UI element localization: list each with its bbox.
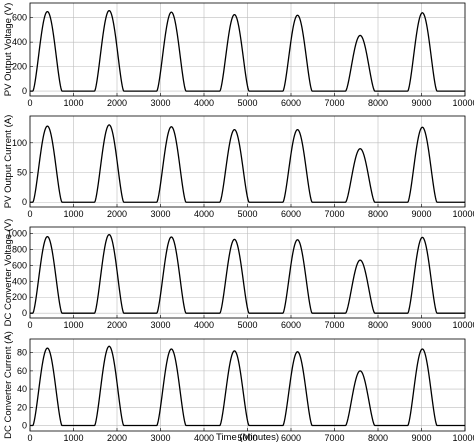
y-tick-label: 400 [12, 276, 27, 286]
series-line [29, 233, 466, 314]
plot-frame [29, 226, 466, 319]
y-tick-label: 40 [17, 384, 27, 394]
x-tick-label: 9000 [411, 209, 431, 219]
x-tick-label: 8000 [368, 433, 388, 442]
y-tick-label: 0 [22, 86, 27, 96]
x-tick-label: 2000 [107, 209, 127, 219]
x-tick-label: 7000 [324, 98, 344, 108]
x-tick-label: 2000 [107, 320, 127, 330]
plot-frame [29, 2, 466, 97]
x-tick-label: 5000 [237, 320, 257, 330]
y-tick-label: 400 [12, 37, 27, 47]
x-tick-label: 3000 [150, 320, 170, 330]
x-tick-label: 1000 [63, 433, 83, 442]
x-tick-label: 8000 [368, 98, 388, 108]
y-tick-label: 0 [22, 308, 27, 318]
panel-pv-output-current: 0 1000 2000 3000 4000 5000 6000 7000 8000 9000 100… [3, 115, 474, 219]
y-tick-label: 20 [17, 402, 27, 412]
x-tick-label: 0 [27, 433, 32, 442]
panel-dc-converter-voltage: 0 1000 2000 3000 4000 5000 6000 7000 8000 9000 100… [3, 219, 474, 330]
x-tick-label: 3000 [150, 209, 170, 219]
x-tick-label: 2000 [107, 433, 127, 442]
y-tick-label: 600 [12, 13, 27, 23]
x-tick-label: 5000 [237, 98, 257, 108]
x-tick-label: 7000 [324, 320, 344, 330]
plot-frame [29, 338, 466, 432]
y-tick-label: 80 [17, 348, 27, 358]
y-tick-label: 800 [12, 244, 27, 254]
y-tick-label: 1000 [7, 228, 27, 238]
x-tick-label: 4000 [194, 98, 214, 108]
y-axis-label: PV Output Current (A) [3, 115, 14, 208]
x-tick-label: 0 [27, 209, 32, 219]
y-tick-label: 200 [12, 62, 27, 72]
y-tick-label: 60 [17, 366, 27, 376]
x-tick-label: 4000 [194, 433, 214, 442]
y-axis-label: DC Converter Current (A) [3, 331, 14, 439]
y-tick-label: 0 [22, 421, 27, 431]
y-tick-label: 50 [17, 168, 27, 178]
x-tick-label: 6000 [281, 433, 301, 442]
x-tick-label: 0 [27, 98, 32, 108]
x-tick-label: 3000 [150, 98, 170, 108]
x-tick-label: 9000 [411, 433, 431, 442]
series-line [29, 345, 466, 427]
x-tick-label: 5000 [237, 433, 257, 442]
x-tick-label: 3000 [150, 433, 170, 442]
x-tick-label: 0 [27, 320, 32, 330]
y-axis-label: DC Converter Voltage (V) [3, 219, 14, 327]
series-line [29, 124, 466, 203]
panel-dc-converter-current: 0 1000 2000 3000 4000 5000 6000 7000 8000 9000 100… [3, 331, 474, 442]
x-tick-label: 5000 [237, 209, 257, 219]
plot-frame [29, 115, 466, 208]
x-tick-label: 8000 [368, 209, 388, 219]
y-tick-label: 600 [12, 260, 27, 270]
x-tick-label: 9000 [411, 98, 431, 108]
x-tick-label: 4000 [194, 320, 214, 330]
x-tick-label: 6000 [281, 98, 301, 108]
x-tick-label: 7000 [324, 433, 344, 442]
y-tick-label: 100 [12, 138, 27, 148]
x-tick-label: 4000 [194, 209, 214, 219]
y-axis-label: PV Output Voltage (V) [3, 3, 14, 96]
x-tick-label: 6000 [281, 209, 301, 219]
series-line [29, 9, 466, 92]
x-tick-label: 6000 [281, 320, 301, 330]
x-axis-label: Time (Minutes) [216, 432, 279, 442]
x-tick-label: 1000 [63, 209, 83, 219]
y-tick-label: 0 [22, 197, 27, 207]
panel-pv-output-voltage: 0 1000 2000 3000 4000 5000 6000 7000 8000 9000 100… [3, 2, 474, 108]
x-tick-label: 7000 [324, 209, 344, 219]
x-tick-label: 2000 [107, 98, 127, 108]
x-tick-label: 9000 [411, 320, 431, 330]
x-tick-label: 8000 [368, 320, 388, 330]
x-tick-label: 1000 [63, 98, 83, 108]
y-tick-label: 200 [12, 292, 27, 302]
x-tick-label: 1000 [63, 320, 83, 330]
